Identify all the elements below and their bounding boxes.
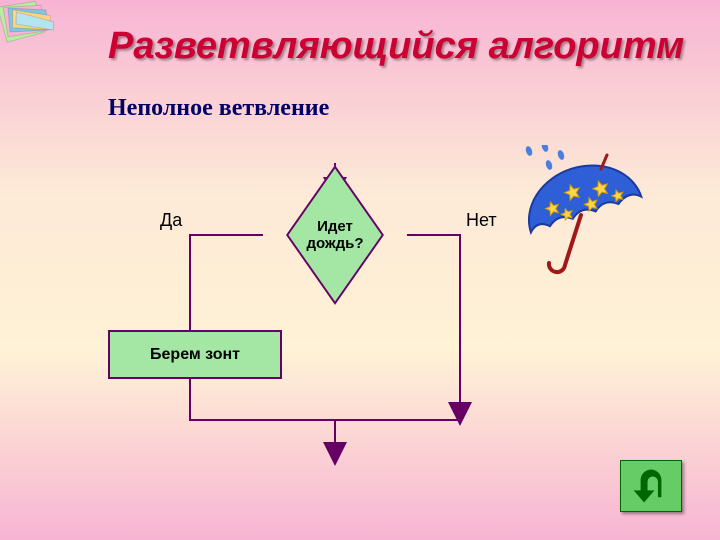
slide-title: Разветвляющийся алгоритм — [108, 25, 684, 68]
decision-node: Идет дождь? — [260, 195, 410, 275]
back-button[interactable] — [620, 460, 682, 512]
decision-label-l2: дождь? — [306, 235, 363, 252]
slide: Разветвляющийся алгоритм Неполное ветвле… — [0, 0, 720, 540]
process-node: Берем зонт — [108, 330, 282, 379]
decision-label: Идет дождь? — [306, 218, 363, 252]
u-turn-arrow-icon — [625, 464, 677, 508]
yes-label: Да — [160, 210, 182, 231]
process-label: Берем зонт — [150, 346, 240, 364]
umbrella-icon — [505, 145, 655, 285]
slide-subtitle: Неполное ветвление — [108, 95, 329, 122]
corner-decoration — [0, 0, 70, 56]
decision-label-l1: Идет — [317, 218, 353, 235]
no-label: Нет — [466, 210, 497, 231]
